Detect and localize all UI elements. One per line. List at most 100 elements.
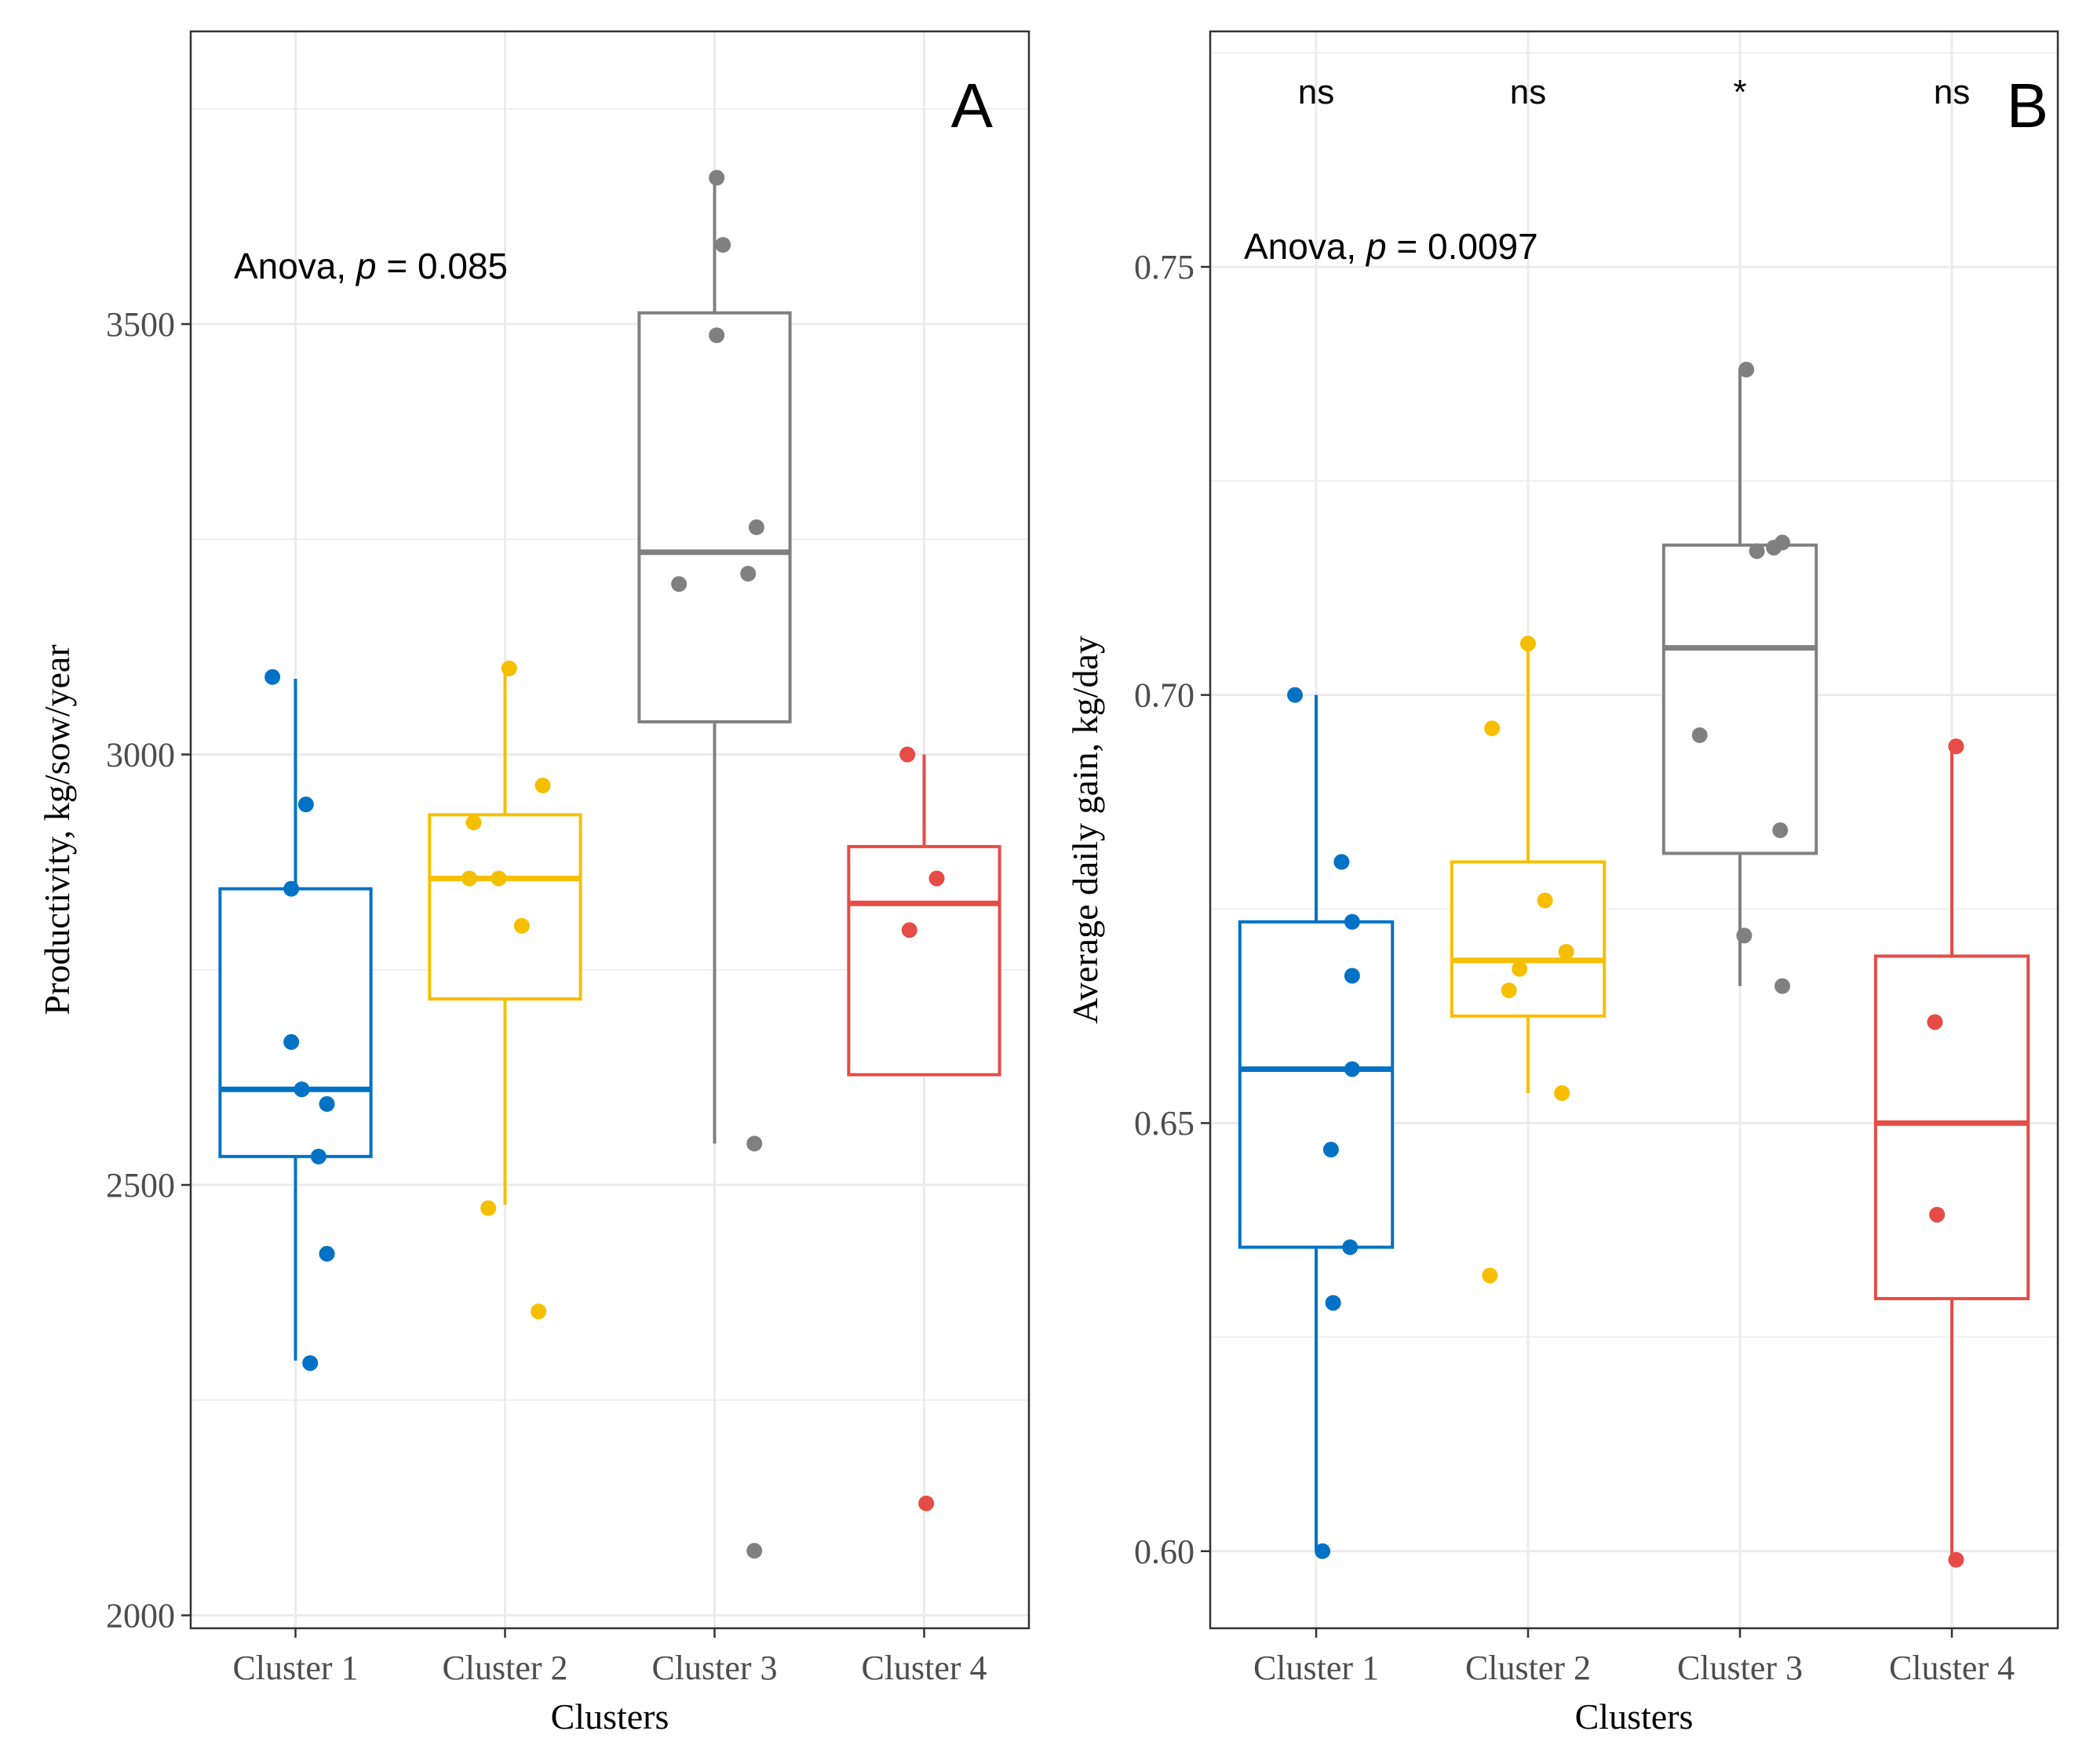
panel-a-box-cluster-4 xyxy=(847,754,1001,1077)
panel-a-data-point-cluster-3 xyxy=(715,237,731,253)
panel-b: 0.60 0.65 0.70 0.75 Cluster 1 Cluster 2 Cluste… xyxy=(1065,30,2059,1737)
panel-a-x-tick-label: Cluster 1 xyxy=(232,1649,358,1687)
panel-a-data-point-cluster-2 xyxy=(465,815,482,831)
panel-b-data-point-cluster-1 xyxy=(1315,1543,1331,1559)
panel-a-data-point-cluster-3 xyxy=(740,566,757,582)
panel-b-x-tick-label: Cluster 2 xyxy=(1465,1649,1591,1687)
panel-b-data-point-cluster-4 xyxy=(1929,1206,1946,1223)
panel-a-x-tick-label: Cluster 2 xyxy=(442,1649,567,1687)
panel-b-data-point-cluster-1 xyxy=(1344,968,1360,984)
panel-b-data-point-cluster-1 xyxy=(1333,854,1350,870)
panel-a-data-point-cluster-3 xyxy=(748,519,764,535)
panel-a-x-axis-title: Clusters xyxy=(551,1697,669,1737)
panel-a-data-point-cluster-1 xyxy=(264,669,281,685)
panel-a-data-point-cluster-1 xyxy=(319,1095,335,1112)
panel-b-data-point-cluster-3 xyxy=(1749,543,1765,559)
box-iqr xyxy=(847,844,1001,1077)
panel-a-anova-annotation: Anova, p = 0.085 xyxy=(234,246,508,286)
panel-b-data-point-cluster-4 xyxy=(1927,1014,1943,1030)
panel-b-y-tick-label: 0.70 xyxy=(1134,676,1195,715)
panel-a: 2000 2500 3000 3500 Cluster 1 Cluster 2 Cluste… xyxy=(37,30,1030,1737)
panel-a-data-point-cluster-2 xyxy=(501,660,517,676)
panel-b-data-point-cluster-1 xyxy=(1342,1239,1359,1256)
panel-a-y-tick-label: 3500 xyxy=(106,305,175,344)
panel-b-x-tick-label: Cluster 4 xyxy=(1889,1649,2015,1687)
panel-a-data-point-cluster-4 xyxy=(899,746,916,763)
panel-a-box-cluster-1 xyxy=(218,678,373,1361)
panel-b-data-point-cluster-2 xyxy=(1501,982,1517,999)
box-iqr xyxy=(637,311,792,723)
box-iqr xyxy=(1873,954,2030,1300)
panel-b-x-axis-title: Clusters xyxy=(1575,1697,1694,1737)
panel-a-y-axis-title: Productivity, kg/sow/year xyxy=(37,644,77,1015)
panel-b-box-cluster-1 xyxy=(1238,694,1395,1551)
panel-a-data-point-cluster-3 xyxy=(746,1543,763,1559)
box-iqr xyxy=(1238,920,1395,1249)
panel-a-x-tick-label: Cluster 3 xyxy=(651,1649,777,1687)
panel-b-data-point-cluster-3 xyxy=(1736,928,1753,944)
panel-b-data-point-cluster-4 xyxy=(1948,738,1964,755)
panel-a-data-point-cluster-1 xyxy=(294,1081,310,1098)
panel-a-data-point-cluster-2 xyxy=(491,870,507,887)
panel-b-anova-annotation: Anova, p = 0.0097 xyxy=(1244,226,1538,267)
panel-b-data-point-cluster-1 xyxy=(1322,1142,1339,1158)
panel-a-y-tick-label: 2000 xyxy=(106,1597,175,1635)
panel-a-data-point-cluster-2 xyxy=(534,778,551,794)
panel-b-data-point-cluster-1 xyxy=(1344,1061,1360,1077)
panel-b-y-tick-label: 0.75 xyxy=(1134,248,1195,286)
panel-b-significance-label: ns xyxy=(1510,73,1546,111)
panel-a-box-cluster-2 xyxy=(428,668,582,1205)
panel-b-data-point-cluster-2 xyxy=(1520,636,1536,652)
panel-a-y-tick-label: 3000 xyxy=(106,736,175,774)
panel-a-data-point-cluster-1 xyxy=(319,1245,335,1262)
panel-b-data-point-cluster-1 xyxy=(1344,913,1360,930)
panel-b-data-point-cluster-4 xyxy=(1948,1551,1964,1568)
box-iqr xyxy=(1450,860,1607,1018)
panel-b-data-point-cluster-2 xyxy=(1537,892,1553,909)
panel-b-x-tick-label: Cluster 1 xyxy=(1253,1649,1379,1687)
panel-a-data-point-cluster-1 xyxy=(302,1355,319,1372)
panel-b-significance-label: ns xyxy=(1934,73,1970,111)
panel-b-data-point-cluster-1 xyxy=(1287,687,1303,703)
panel-b-box-cluster-2 xyxy=(1450,643,1607,1094)
panel-b-data-point-cluster-2 xyxy=(1484,720,1501,737)
panel-a-data-point-cluster-1 xyxy=(283,1033,300,1050)
panel-b-data-point-cluster-1 xyxy=(1325,1295,1341,1311)
panel-b-data-point-cluster-2 xyxy=(1512,960,1528,977)
panel-a-data-point-cluster-3 xyxy=(671,576,688,592)
panel-b-data-point-cluster-2 xyxy=(1554,1085,1570,1102)
panel-a-x-tick-label: Cluster 4 xyxy=(861,1649,987,1687)
panel-b-data-point-cluster-3 xyxy=(1738,362,1755,378)
box-iqr xyxy=(428,813,582,1001)
panel-a-data-point-cluster-4 xyxy=(901,922,917,938)
panel-a-data-point-cluster-3 xyxy=(746,1135,763,1152)
box-iqr xyxy=(1661,543,1818,855)
panel-b-significance-label: ns xyxy=(1298,73,1334,111)
panel-a-data-point-cluster-1 xyxy=(310,1148,326,1164)
panel-a-data-point-cluster-1 xyxy=(297,796,314,813)
panel-b-data-point-cluster-2 xyxy=(1482,1267,1498,1284)
box-iqr xyxy=(218,887,373,1158)
panel-b-y-tick-label: 0.65 xyxy=(1134,1104,1195,1143)
panel-b-label: B xyxy=(2007,71,2048,140)
panel-a-data-point-cluster-2 xyxy=(461,870,478,887)
panel-a-y-tick-label: 2500 xyxy=(106,1166,175,1205)
panel-a-data-point-cluster-2 xyxy=(531,1303,547,1320)
panel-a-border xyxy=(189,30,1030,1630)
panel-b-data-point-cluster-3 xyxy=(1691,727,1708,743)
panel-a-label: A xyxy=(951,71,994,140)
panel-a-data-point-cluster-1 xyxy=(283,880,300,897)
panel-b-border xyxy=(1209,30,2059,1630)
panel-b-data-point-cluster-3 xyxy=(1774,534,1790,551)
panel-a-data-point-cluster-2 xyxy=(513,917,530,934)
panel-b-significance-label: * xyxy=(1733,73,1746,111)
panel-a-data-point-cluster-3 xyxy=(709,169,725,186)
panel-a-data-point-cluster-2 xyxy=(480,1200,497,1216)
panel-b-data-point-cluster-3 xyxy=(1772,822,1789,839)
panel-b-x-tick-label: Cluster 3 xyxy=(1677,1649,1803,1687)
panel-b-y-axis-title: Average daily gain, kg/day xyxy=(1065,636,1105,1024)
panel-b-data-point-cluster-2 xyxy=(1558,943,1574,960)
panel-b-data-point-cluster-3 xyxy=(1774,978,1790,994)
panel-b-box-cluster-4 xyxy=(1873,746,2030,1560)
